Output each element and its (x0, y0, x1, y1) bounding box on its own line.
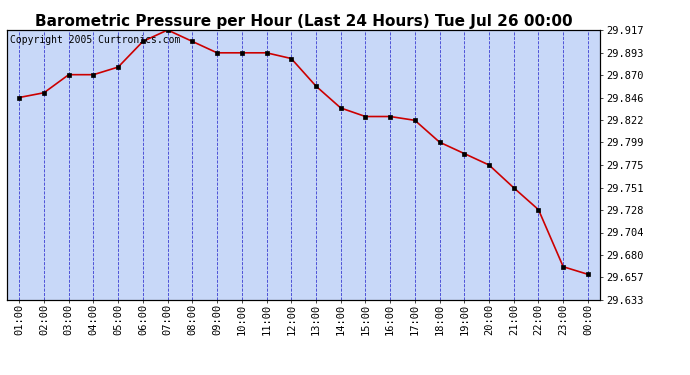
Text: Copyright 2005 Curtronics.com: Copyright 2005 Curtronics.com (10, 35, 180, 45)
Title: Barometric Pressure per Hour (Last 24 Hours) Tue Jul 26 00:00: Barometric Pressure per Hour (Last 24 Ho… (34, 14, 573, 29)
